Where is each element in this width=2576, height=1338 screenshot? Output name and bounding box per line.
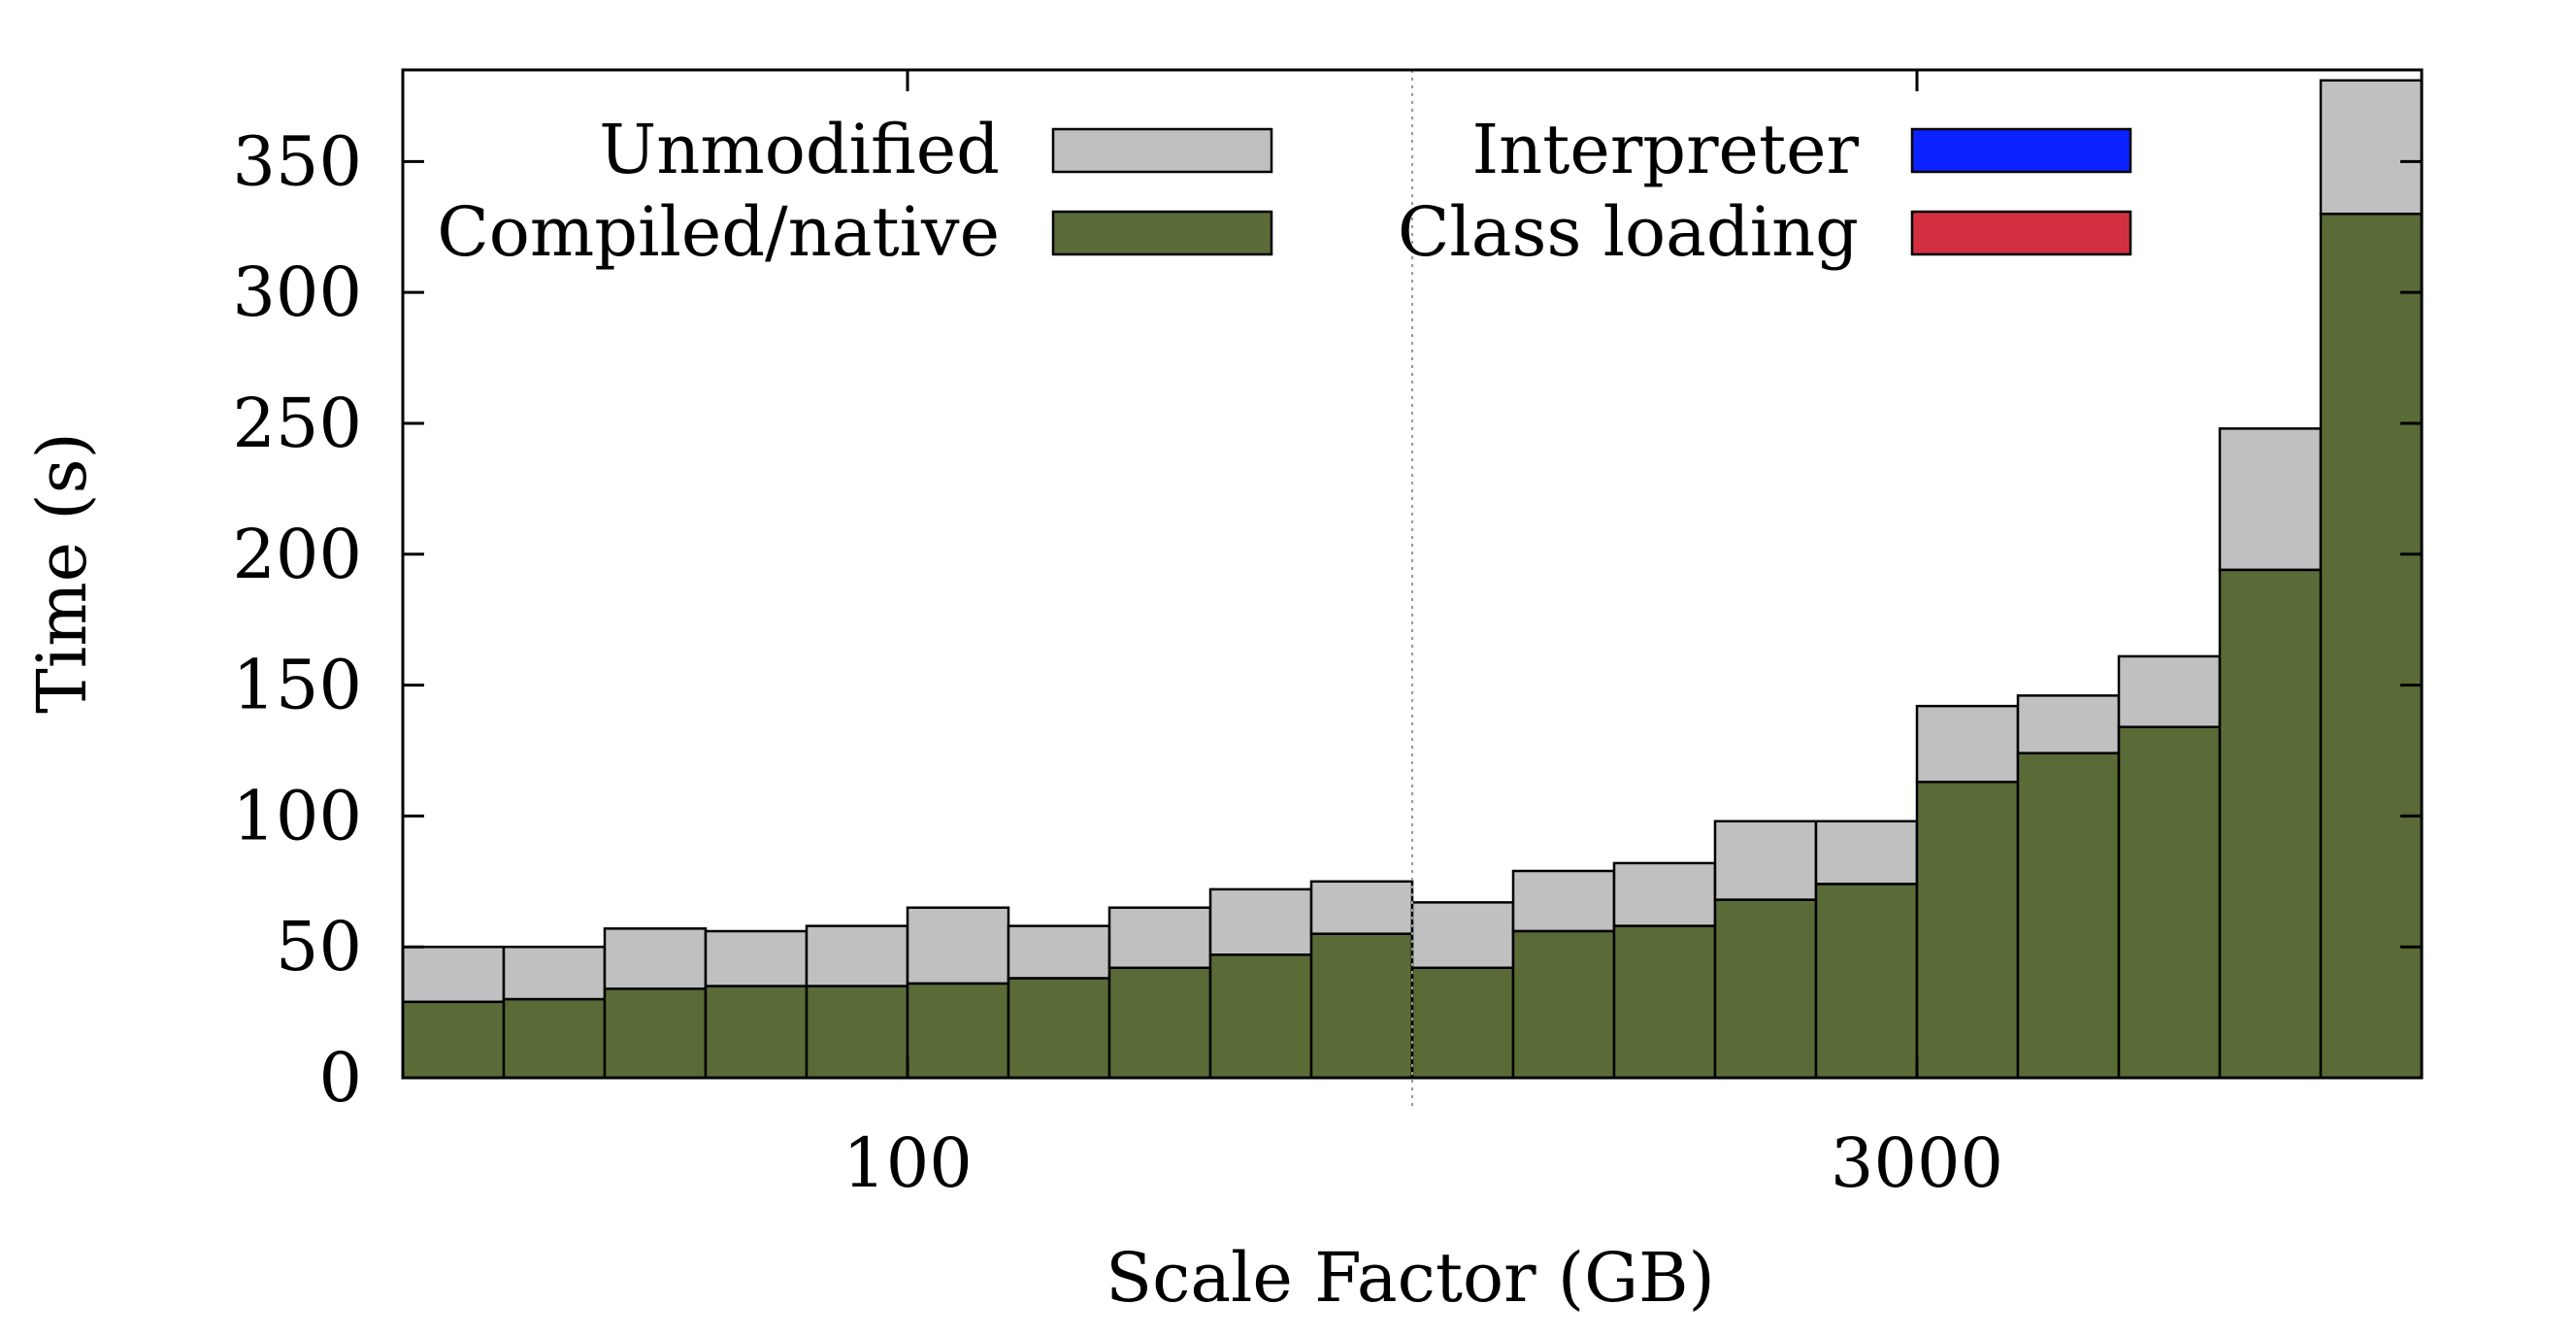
bar-unmodified-12: [1511, 869, 1616, 933]
x-group-label-100: 100: [842, 1123, 973, 1203]
y-tick-label-200: 200: [232, 515, 362, 594]
bar-compiled-native-7: [1007, 977, 1111, 1080]
y-tick-label-350: 350: [232, 121, 362, 201]
bar-unmodified-1: [401, 945, 506, 1004]
bar-unmodified-5: [805, 924, 909, 987]
y-tick-label-150: 150: [232, 646, 362, 725]
bar-unmodified-19: [2218, 427, 2323, 572]
bar-unmodified-16: [1915, 704, 2020, 784]
bar-unmodified-15: [1814, 820, 1919, 886]
bar-unmodified-10: [1309, 880, 1414, 935]
bar-compiled-native-11: [1410, 966, 1515, 1080]
bar-compiled-native-13: [1612, 924, 1717, 1080]
legend-label-class-loading: Class loading: [1398, 192, 1859, 272]
y-tick-label-50: 50: [276, 907, 362, 987]
legend-swatch-class-loading: [1910, 210, 2132, 256]
y-tick-label-100: 100: [232, 776, 362, 855]
bar-unmodified-2: [502, 945, 607, 1001]
x-axis-title: Scale Factor (GB): [1106, 1238, 1715, 1318]
bar-compiled-native-15: [1814, 883, 1919, 1080]
bar-compiled-native-18: [2117, 725, 2222, 1080]
bar-unmodified-8: [1107, 906, 1212, 970]
bar-compiled-native-5: [805, 985, 909, 1080]
plot-frame: [401, 68, 2424, 1080]
bar-unmodified-17: [2016, 694, 2121, 754]
bar-unmodified-18: [2117, 654, 2222, 728]
bar-compiled-native-3: [603, 987, 708, 1080]
bar-compiled-native-14: [1713, 898, 1818, 1080]
bar-unmodified-3: [603, 927, 708, 990]
bar-unmodified-20: [2319, 79, 2424, 216]
legend-swatch-interpreter: [1910, 127, 2132, 174]
bar-compiled-native-6: [906, 982, 1010, 1080]
legend-label-compiled-native: Compiled/native: [437, 192, 1000, 272]
legend-label-interpreter: Interpreter: [1472, 110, 1860, 189]
y-tick-label-250: 250: [232, 384, 362, 463]
bar-compiled-native-12: [1511, 929, 1616, 1080]
axes-layer: 0 50 100 150 200 250 300 350 100 3000: [232, 68, 2424, 1203]
bar-unmodified-6: [906, 906, 1010, 986]
x-group-label-3000: 3000: [1831, 1123, 2003, 1203]
y-tick-label-300: 300: [232, 252, 362, 332]
bar-unmodified-11: [1410, 901, 1515, 970]
bar-unmodified-14: [1713, 820, 1818, 901]
bar-unmodified-13: [1612, 861, 1717, 927]
bar-compiled-native-1: [401, 1000, 506, 1080]
bar-compiled-native-2: [502, 997, 607, 1080]
legend-swatch-compiled-native: [1051, 210, 1273, 256]
y-axis-title: Time (s): [22, 432, 102, 714]
bar-compiled-native-4: [704, 985, 809, 1080]
bar-unmodified-7: [1007, 924, 1111, 980]
bar-compiled-native-10: [1309, 932, 1414, 1080]
bar-compiled-native-8: [1107, 966, 1212, 1080]
bar-unmodified-4: [704, 929, 809, 987]
bar-compiled-native-9: [1208, 953, 1313, 1080]
legend-label-unmodified: Unmodified: [599, 110, 1000, 189]
legend-swatch-unmodified: [1051, 127, 1273, 174]
bar-compiled-native-20: [2319, 213, 2424, 1080]
bars-layer: [401, 79, 2424, 1080]
bar-compiled-native-17: [2016, 752, 2121, 1080]
y-tick-label-0: 0: [318, 1038, 362, 1118]
bar-compiled-native-16: [1915, 781, 2020, 1080]
bar-unmodified-9: [1208, 887, 1313, 956]
bar-compiled-native-19: [2218, 568, 2323, 1080]
